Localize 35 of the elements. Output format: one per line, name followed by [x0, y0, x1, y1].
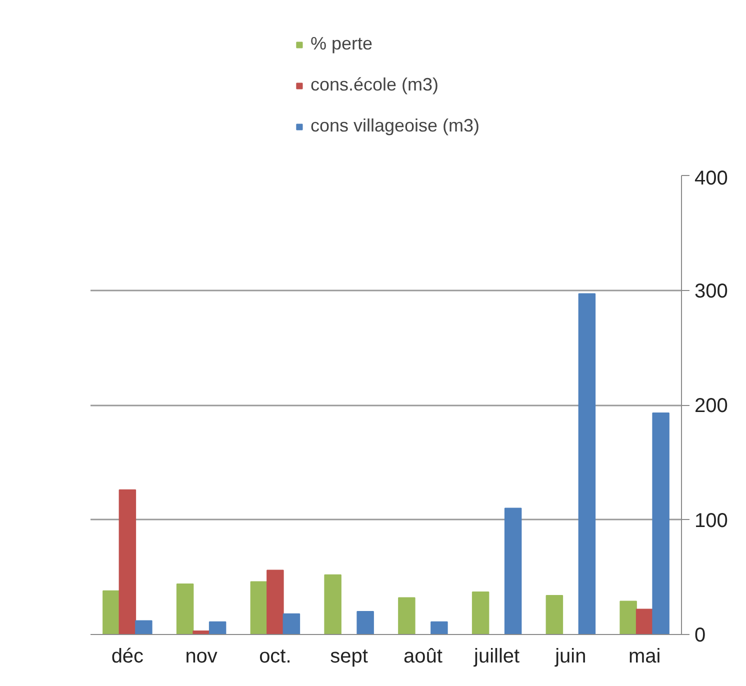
y-tick-label: 0: [694, 624, 706, 646]
bar: [504, 508, 522, 634]
x-tick-label: mai: [628, 646, 661, 668]
x-tick-label: juillet: [473, 646, 520, 668]
y-tick-label: 300: [694, 280, 728, 302]
bar: [430, 621, 448, 634]
x-tick-label: nov: [185, 646, 218, 668]
bar: [250, 581, 268, 634]
x-tick-label: déc: [111, 646, 144, 668]
y-tick-label: 100: [694, 510, 728, 532]
bar: [578, 293, 596, 634]
bar: [135, 620, 152, 634]
y-tick-label: 400: [694, 168, 728, 190]
bar: [102, 590, 120, 634]
bar: [472, 592, 490, 634]
bar: [266, 570, 284, 634]
legend-label: cons villageoise (m3): [310, 116, 480, 136]
x-tick-label: juin: [554, 646, 586, 668]
legend-label: % perte: [310, 34, 373, 54]
bar: [652, 412, 670, 634]
bar: [324, 574, 342, 634]
bar: [398, 597, 416, 634]
bar: [208, 621, 226, 634]
y-tick-label: 200: [694, 395, 728, 417]
x-tick-label: août: [403, 646, 443, 668]
legend-label: cons.école (m3): [310, 74, 439, 96]
bar: [636, 608, 654, 634]
bar: [546, 594, 564, 634]
bar: [356, 611, 374, 634]
bar: [118, 489, 136, 634]
x-tick-label: oct.: [259, 646, 292, 668]
bar: [282, 613, 300, 634]
bar: [176, 584, 194, 634]
bar: [620, 600, 637, 634]
x-tick-label: sept: [330, 646, 368, 668]
